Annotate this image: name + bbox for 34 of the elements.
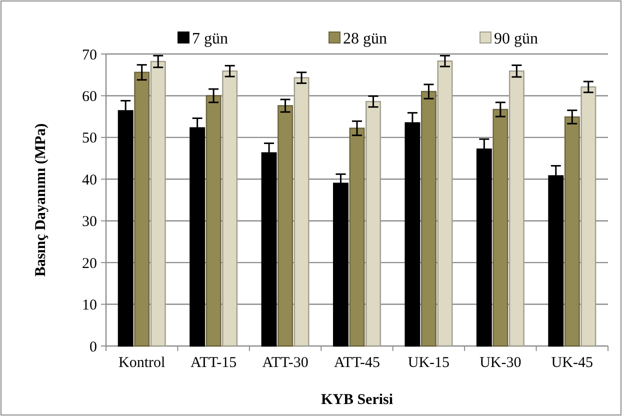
bar <box>437 60 453 347</box>
legend-label: 90 gün <box>494 30 538 48</box>
y-axis-title: Basınç Dayanımı (MPa) <box>33 123 49 277</box>
bar <box>134 72 150 347</box>
y-tick-label: 40 <box>82 172 97 188</box>
bar <box>508 70 524 347</box>
y-tick-label: 60 <box>82 88 97 105</box>
bar <box>206 95 222 347</box>
bar <box>564 116 580 347</box>
bar <box>366 100 381 347</box>
legend-label: 7 gün <box>192 30 228 48</box>
y-tick-label: 70 <box>82 47 97 64</box>
y-tick-label: 10 <box>82 298 97 314</box>
bar <box>294 77 310 347</box>
y-tick-label: 30 <box>82 214 97 230</box>
bar <box>492 108 508 347</box>
y-tick-label: 50 <box>82 130 97 147</box>
bar <box>580 86 596 347</box>
y-tick-label: 0 <box>90 339 97 356</box>
bar <box>420 90 436 347</box>
x-tick-label: UK-30 <box>480 355 522 371</box>
x-tick-label: UK-15 <box>408 355 450 371</box>
x-tick-label: ATT-45 <box>334 355 380 371</box>
x-tick-label: UK-45 <box>551 355 593 371</box>
x-tick-label: ATT-15 <box>190 355 237 371</box>
bar <box>349 128 365 347</box>
y-tick-label: 20 <box>82 256 97 272</box>
bar <box>150 60 166 347</box>
bar <box>222 70 238 347</box>
x-tick-label: Kontrol <box>118 355 166 371</box>
bar <box>278 105 294 347</box>
x-tick-label: ATT-30 <box>262 355 308 371</box>
x-axis-title: KYB Serisi <box>320 392 394 408</box>
legend-label: 28 gün <box>343 30 387 48</box>
